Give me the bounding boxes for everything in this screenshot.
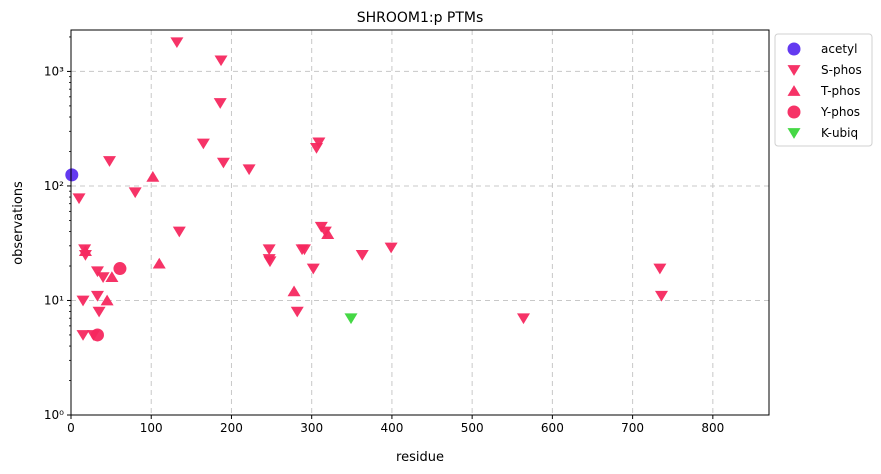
legend-marker-y-phos xyxy=(787,105,801,119)
plot-area xyxy=(70,29,770,416)
s-phos-point xyxy=(653,263,667,275)
legend-label: K-ubiq xyxy=(821,126,858,140)
s-phos-point xyxy=(96,272,110,283)
y-phos-point xyxy=(90,328,104,342)
y-phos-point xyxy=(113,262,127,276)
s-phos-point xyxy=(516,313,530,325)
t-phos-point xyxy=(78,245,92,256)
x-tick-label: 700 xyxy=(621,421,644,435)
s-phos-point xyxy=(170,37,184,49)
acetyl-point xyxy=(65,168,79,182)
s-phos-point xyxy=(92,306,106,318)
s-phos-point xyxy=(384,242,398,254)
s-phos-point xyxy=(318,226,332,238)
x-tick-label: 500 xyxy=(461,421,484,435)
t-phos-point xyxy=(321,228,335,239)
s-phos-point xyxy=(90,266,104,278)
s-phos-point xyxy=(297,244,311,256)
s-phos-point xyxy=(290,306,304,318)
x-tick-label: 300 xyxy=(300,421,323,435)
s-phos-point xyxy=(242,164,256,176)
legend-marker-acetyl xyxy=(787,42,801,56)
x-axis-label: residue xyxy=(396,450,444,465)
s-phos-point xyxy=(214,55,228,67)
legend: acetyl S-phos T-phos Y-phos K-ubiq xyxy=(774,33,873,147)
legend-label: S-phos xyxy=(821,63,862,77)
legend-label: Y-phos xyxy=(820,105,860,119)
grid-lines xyxy=(70,30,769,416)
s-phos-point xyxy=(654,290,668,302)
legend-marker-s-phos xyxy=(787,65,801,76)
s-phos-point xyxy=(213,98,227,109)
s-phos-point xyxy=(76,330,90,341)
s-phos-point xyxy=(172,226,186,238)
x-tick-label: 600 xyxy=(541,421,564,435)
s-phos-point xyxy=(196,138,210,150)
t-phos-point xyxy=(146,171,160,182)
legend-marker-t-phos xyxy=(787,85,801,96)
y-axis-label: observations xyxy=(11,181,26,265)
y-tick-label: 10² xyxy=(44,179,64,193)
k-ubiq-point xyxy=(344,313,358,325)
x-tick-label: 0 xyxy=(67,421,75,435)
y-tick-label: 10⁰ xyxy=(44,408,64,422)
t-phos-point xyxy=(152,257,166,269)
legend-label: acetyl xyxy=(821,42,857,56)
x-tick-label: 100 xyxy=(140,421,163,435)
data-points xyxy=(65,37,668,342)
s-phos-point xyxy=(355,250,369,261)
s-phos-point xyxy=(72,193,86,205)
y-tick-label: 10³ xyxy=(44,64,64,78)
s-phos-point xyxy=(90,290,104,302)
t-phos-point xyxy=(100,294,114,306)
s-phos-point xyxy=(128,187,142,199)
s-phos-point xyxy=(216,157,230,169)
chart-title: SHROOM1:p PTMs xyxy=(357,10,484,26)
x-tick-label: 400 xyxy=(380,421,403,435)
legend-marker-k-ubiq xyxy=(787,128,801,139)
s-phos-point xyxy=(306,263,320,275)
s-phos-point xyxy=(262,244,276,256)
s-phos-point xyxy=(76,295,90,307)
x-tick-label: 200 xyxy=(220,421,243,435)
s-phos-point xyxy=(103,156,117,167)
legend-label: T-phos xyxy=(820,84,860,98)
y-tick-label: 10¹ xyxy=(44,293,64,307)
legend-box xyxy=(774,33,873,147)
s-phos-point xyxy=(263,256,277,268)
axis-ticks: 0 100 200 300 400 500 600 700 800 10⁰ 10¹ 10² 10³ xyxy=(44,36,724,435)
t-phos-point xyxy=(287,285,301,297)
x-tick-label: 800 xyxy=(701,421,724,435)
t-phos-point xyxy=(105,271,119,282)
s-phos-point xyxy=(312,137,326,149)
